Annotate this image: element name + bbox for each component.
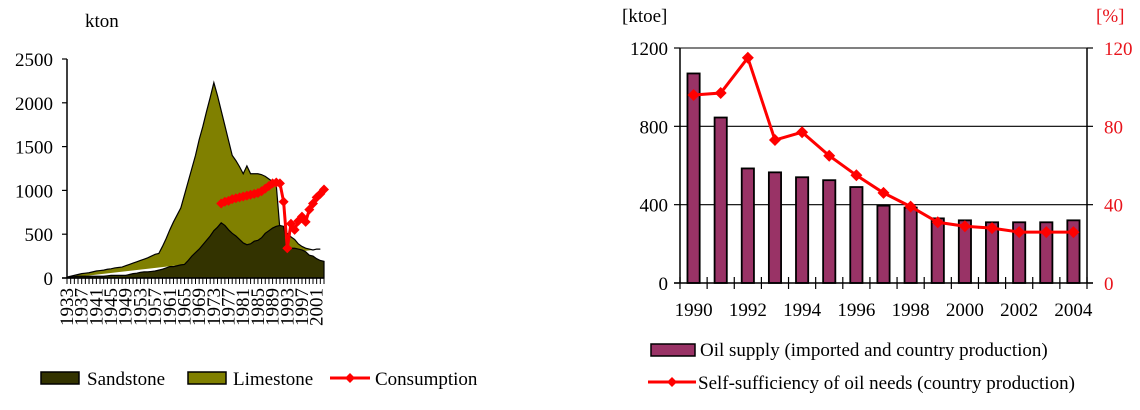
x-tick-label: 2004 [1054, 300, 1093, 321]
right-y-tick-label: 80 [1104, 117, 1123, 138]
limestone-legend-label: Limestone [233, 369, 313, 390]
oil-supply-legend-label: Oil supply (imported and country product… [700, 340, 1048, 361]
self-sufficiency-marker [931, 216, 944, 229]
x-tick-label: 1945 [101, 288, 122, 326]
oil-supply-bar [903, 206, 918, 284]
left-chart: 0 500 1000 1500 2000 2500 1933193719411945194… [15, 11, 478, 390]
y-tick-label: 2500 [15, 50, 53, 71]
consumption-marker [300, 216, 311, 227]
oil-supply-legend-swatch [650, 343, 696, 357]
self-sufficiency-marker [741, 51, 754, 64]
self-sufficiency-marker [687, 89, 700, 101]
x-tick-label: 1937 [72, 288, 93, 326]
right-chart-right-y-ticks: 0 40 80 120 [1087, 39, 1133, 295]
x-tick-label: 1990 [675, 300, 713, 321]
left-y-ticks: 0 500 1000 1500 2000 2500 [15, 50, 67, 290]
self-sufficiency-marker [796, 126, 809, 139]
oil-supply-bar [822, 179, 837, 284]
y-tick-label: 2000 [15, 94, 53, 115]
y-tick-label: 0 [44, 269, 54, 290]
self-sufficiency-marker [904, 200, 917, 213]
consumption-legend-label: Consumption [375, 369, 478, 390]
consumption-line-group [216, 177, 329, 254]
sandstone-legend-swatch [40, 371, 80, 385]
limestone-legend-swatch [187, 371, 227, 385]
left-y-tick-label: 800 [640, 117, 669, 138]
consumption-legend-marker [345, 373, 355, 383]
right-y-tick-label: 120 [1104, 39, 1133, 60]
right-y-tick-label: 40 [1104, 196, 1123, 217]
x-tick-label: 2001 [307, 288, 328, 326]
self-sufficiency-marker [1040, 226, 1053, 239]
x-tick-label: 1998 [892, 300, 930, 321]
oil-supply-bar [686, 72, 701, 284]
limestone-area [66, 80, 321, 278]
self-sufficiency-marker [768, 134, 781, 147]
x-tick-label: 1993 [277, 288, 298, 326]
self-sufficiency-marker [958, 220, 971, 233]
consumption-marker [319, 184, 329, 195]
x-tick-label: 2000 [946, 300, 984, 321]
x-tick-label: 1965 [174, 288, 195, 326]
oil-supply-bar [713, 116, 728, 284]
left-legend: Sandstone Limestone Consumption [40, 369, 478, 390]
x-tick-label: 1973 [204, 288, 225, 326]
self-sufficiency-marker [1013, 226, 1026, 239]
x-tick-label: 1941 [86, 288, 107, 326]
x-tick-label: 1969 [189, 288, 210, 326]
x-tick-label: 1933 [57, 288, 78, 326]
left-x-ticks: 1933193719411945194919531957196119651969… [57, 278, 328, 326]
oil-supply-bar [876, 204, 891, 284]
right-chart-x-ticks: 1990 1992 1994 1996 1998 2000 2002 2004 [675, 277, 1093, 321]
x-tick-label: 1985 [248, 288, 269, 326]
y-tick-label: 1500 [15, 138, 53, 159]
x-tick-label: 1977 [219, 288, 240, 326]
x-tick-label: 1997 [292, 288, 313, 326]
left-y-tick-label: 0 [659, 274, 669, 295]
x-tick-label: 1949 [116, 288, 137, 326]
self-sufficiency-marker [823, 149, 836, 162]
x-tick-label: 1994 [783, 300, 822, 321]
right-y-tick-label: 0 [1104, 274, 1114, 295]
self-sufficiency-legend-label: Self-sufficiency of oil needs (country p… [698, 373, 1075, 394]
left-y-axis-label: kton [85, 11, 119, 32]
self-sufficiency-line-group [687, 51, 1080, 239]
left-y-tick-label: 1200 [630, 39, 668, 60]
self-sufficiency-marker [986, 222, 999, 235]
y-tick-label: 1000 [15, 181, 53, 202]
right-legend: Oil supply (imported and country product… [648, 340, 1075, 394]
self-sufficiency-marker [877, 186, 890, 199]
oil-supply-bar [795, 176, 810, 284]
left-y-tick-label: 400 [640, 196, 669, 217]
self-sufficiency-legend-marker [667, 377, 677, 387]
x-tick-label: 2002 [1000, 300, 1038, 321]
consumption-marker [289, 224, 300, 235]
self-sufficiency-marker [714, 87, 727, 100]
oil-supply-bars [686, 72, 1081, 284]
sandstone-legend-label: Sandstone [87, 369, 165, 390]
x-tick-label: 1957 [145, 288, 166, 326]
right-chart-left-y-ticks: 0 400 800 1200 [630, 39, 680, 295]
x-tick-label: 1981 [233, 288, 254, 326]
x-tick-label: 1989 [263, 288, 284, 326]
x-tick-label: 1992 [729, 300, 767, 321]
oil-supply-bar [767, 171, 782, 284]
ktoe-axis-label: [ktoe] [622, 6, 667, 27]
x-tick-label: 1961 [160, 288, 181, 326]
x-tick-label: 1996 [837, 300, 875, 321]
consumption-marker [274, 178, 285, 189]
self-sufficiency-marker [1067, 226, 1080, 239]
oil-supply-bar [740, 167, 755, 284]
self-sufficiency-marker [850, 169, 863, 182]
consumption-marker [282, 243, 293, 254]
oil-supply-bar [849, 186, 864, 284]
percent-axis-label: [%] [1096, 6, 1124, 27]
y-tick-label: 500 [25, 225, 54, 246]
consumption-marker [278, 196, 289, 207]
x-tick-label: 1953 [130, 288, 151, 326]
